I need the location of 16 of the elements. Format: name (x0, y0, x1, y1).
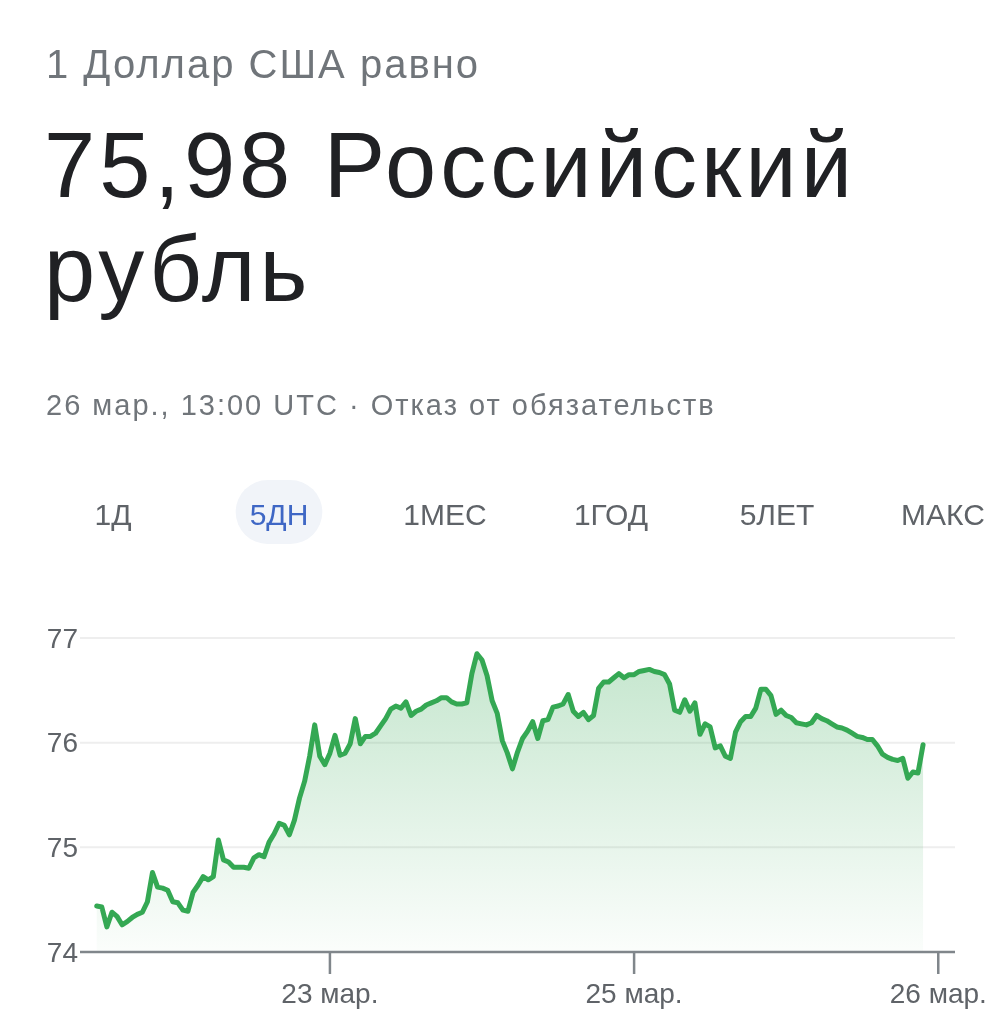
chart-title: 75,98 Российский рубль (44, 114, 857, 320)
text: 5ЛЕТ (739, 498, 815, 531)
text: 1ГОД (573, 498, 649, 531)
y-tick-label: 74 (46, 936, 78, 968)
text: 26 мар., 13:00 UTC · Отказ от обязательств (46, 389, 716, 421)
y-tick-label: 75 (46, 832, 78, 864)
text: МАКС (901, 498, 985, 531)
x-tick-label: 23 мар. (281, 978, 379, 1009)
x-tick-label: 26 мар. (889, 978, 987, 1009)
y-tick-label: 76 (46, 727, 78, 759)
text: 1МЕС (403, 498, 487, 531)
chart-subtitle: 1 Доллар США равно (46, 42, 480, 86)
text: 5ДН (249, 498, 309, 531)
text: 1Д (94, 498, 132, 531)
x-tick-label: 25 мар. (585, 978, 683, 1009)
y-tick-label: 77 (46, 622, 78, 654)
